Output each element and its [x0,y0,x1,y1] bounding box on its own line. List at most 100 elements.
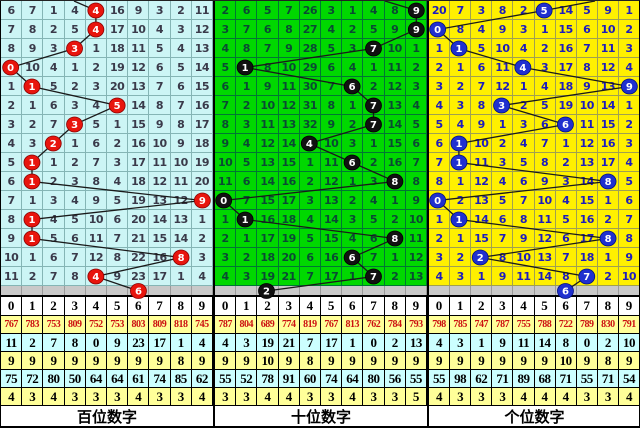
miss-cell: 1 [363,134,385,153]
digit-header-cell: 0 [1,297,23,315]
miss-cell: 7 [85,153,107,172]
pending-cell [406,286,427,295]
miss-cell: 16 [597,134,619,153]
miss-cell: 4 [191,267,213,286]
stat-row-1: 11 2 7 8 0 9 23 17 1 4 [1,334,213,352]
miss-cell: 14 [555,1,577,20]
miss-cell: 13 [278,115,300,134]
miss-cell: 5 [107,191,129,210]
stat-value: 0 [363,334,385,351]
miss-cell: 8 [1,210,23,229]
miss-cell: 12 [405,248,427,267]
stat-value: 767 [1,316,23,333]
digit-header-cell: 5 [107,297,129,315]
miss-cell: 6 [236,1,258,20]
stat-value: 17 [149,334,171,351]
miss-cell: 6 [555,229,577,248]
miss-cell: 4 [471,20,493,39]
miss-cell: 2 [429,229,451,248]
miss-cell: 9 [22,39,44,58]
digit-header-cell: 3 [492,297,514,315]
miss-cell: 13 [170,210,192,229]
miss-cell: 10 [597,20,619,39]
miss-cell: 8 [22,20,44,39]
miss-cell: 6 [64,229,86,248]
miss-cell: 12 [576,134,598,153]
pending-cell [556,286,577,295]
miss-cell: 10 [405,210,427,229]
miss-cell: 5 [363,20,385,39]
miss-cell: 4 [534,77,556,96]
miss-cell: 30 [299,77,321,96]
miss-cell: 1 [1,77,23,96]
miss-cell: 13 [471,191,493,210]
miss-cell: 2 [450,77,472,96]
miss-cell: 3 [215,248,237,267]
stat-value: 56 [385,370,406,387]
miss-cell: 12 [170,191,192,210]
stat-value: 55 [429,370,451,387]
pending-cell [577,286,598,295]
miss-cell [107,96,129,115]
miss-cell [450,39,472,58]
miss-cell: 4 [64,1,86,20]
miss-cell: 19 [257,267,279,286]
miss-cell: 1 [618,96,639,115]
stat-value: 3 [471,388,493,405]
miss-cell: 4 [429,267,451,286]
miss-cell [405,1,427,20]
stat-value: 3 [450,388,472,405]
miss-cell: 4 [1,134,23,153]
stat-value: 755 [513,316,535,333]
miss-cell: 14 [384,115,406,134]
miss-cell: 5 [43,229,65,248]
digit-header-cell: 1 [22,297,44,315]
miss-cell [513,58,535,77]
stat-value: 2 [385,334,406,351]
miss-cell: 7 [236,20,258,39]
miss-cell: 13 [405,267,427,286]
miss-cell: 6 [321,58,343,77]
miss-cell: 4 [363,191,385,210]
miss-cell [471,248,493,267]
pending-cell [342,286,364,295]
miss-cell: 1 [43,1,65,20]
miss-cell: 3 [450,267,472,286]
miss-cell: 5 [618,172,639,191]
miss-cell: 8 [429,172,451,191]
miss-cell: 18 [576,248,598,267]
miss-cell: 14 [534,267,556,286]
miss-cell: 3 [450,96,472,115]
miss-cell: 1 [215,210,237,229]
miss-cell: 20 [191,172,213,191]
stat-value: 9 [450,352,472,369]
miss-cell: 5 [149,39,171,58]
miss-cell: 11 [170,172,192,191]
miss-cell: 1 [492,115,514,134]
stat-value: 689 [257,316,279,333]
stat-value: 4 [257,388,279,405]
stat-row-1: 4 3 19 21 7 17 1 0 2 13 [215,334,427,352]
miss-cell [384,229,406,248]
miss-cell: 2 [64,153,86,172]
miss-cell: 20 [429,1,451,20]
miss-cell: 11 [1,267,23,286]
miss-cell [618,77,639,96]
miss-cell: 31 [299,96,321,115]
miss-cell: 7 [618,210,639,229]
miss-cell: 3 [534,58,556,77]
stat-value: 3 [65,388,86,405]
miss-cell: 6 [429,134,451,153]
miss-cell [363,267,385,286]
miss-cell: 7 [1,191,23,210]
miss-cell: 1 [191,210,213,229]
miss-cell: 2 [43,20,65,39]
miss-cell: 2 [342,191,364,210]
miss-cell: 6 [170,77,192,96]
miss-cell: 5 [299,229,321,248]
digit-header-cell: 1 [236,297,258,315]
stat-value: 8 [556,334,577,351]
miss-cell: 3 [618,39,639,58]
miss-cell: 16 [555,39,577,58]
miss-cell: 16 [278,172,300,191]
